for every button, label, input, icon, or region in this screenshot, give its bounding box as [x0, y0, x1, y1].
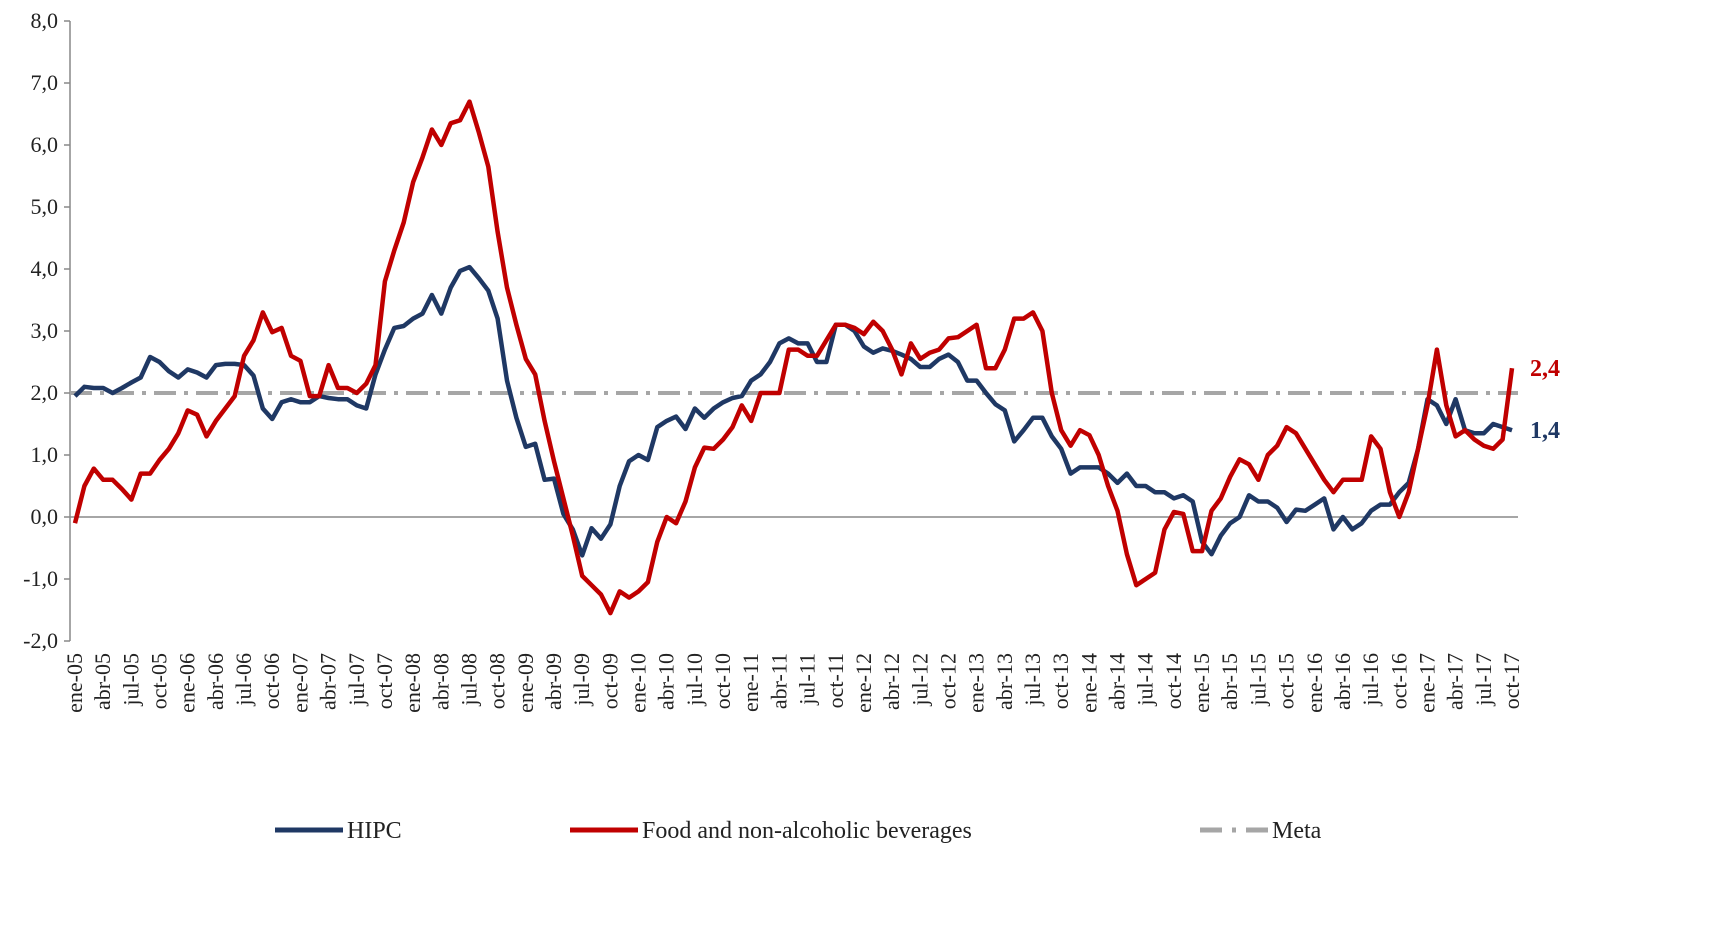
- x-tick-label: jul-15: [1245, 653, 1270, 707]
- x-tick-label: ene-05: [62, 653, 87, 713]
- x-tick-label: oct-13: [1048, 653, 1073, 709]
- y-tick-label: 8,0: [31, 8, 59, 33]
- x-tick-label: jul-16: [1358, 653, 1383, 707]
- x-tick-label: jul-10: [682, 653, 707, 707]
- x-tick-label: ene-15: [1189, 653, 1214, 713]
- x-tick-label: ene-12: [851, 653, 876, 713]
- x-tick-label: jul-06: [231, 653, 256, 707]
- x-tick-label: ene-17: [1414, 653, 1439, 713]
- x-tick-label: ene-10: [626, 653, 651, 713]
- x-tick-label: jul-08: [456, 653, 481, 707]
- x-tick-label: oct-06: [259, 653, 284, 709]
- x-tick-label: abr-16: [1330, 653, 1355, 710]
- x-tick-label: ene-07: [287, 653, 312, 713]
- legend-label: Meta: [1272, 818, 1322, 844]
- x-tick-label: abr-11: [766, 653, 791, 709]
- x-tick-label: oct-05: [147, 653, 172, 709]
- x-tick-label: oct-15: [1274, 653, 1299, 709]
- x-tick-label: abr-10: [654, 653, 679, 710]
- x-tick-label: jul-09: [569, 653, 594, 707]
- x-tick-label: abr-15: [1217, 653, 1242, 710]
- y-tick-label: 1,0: [31, 442, 59, 467]
- legend-label: HIPC: [347, 818, 402, 844]
- y-tick-label: -2,0: [23, 628, 58, 653]
- y-tick-label: 5,0: [31, 194, 59, 219]
- x-tick-label: jul-11: [795, 653, 820, 706]
- y-tick-label: 7,0: [31, 70, 59, 95]
- y-tick-label: 2,0: [31, 380, 59, 405]
- x-tick-label: jul-07: [344, 653, 369, 707]
- x-tick-label: jul-14: [1133, 653, 1158, 707]
- y-tick-label: -1,0: [23, 566, 58, 591]
- x-tick-label: abr-17: [1443, 653, 1468, 710]
- y-tick-label: 0,0: [31, 504, 59, 529]
- x-tick-label: abr-12: [879, 653, 904, 710]
- x-tick-label: abr-05: [90, 653, 115, 710]
- series-line: [73, 264, 1513, 558]
- x-tick-label: ene-06: [175, 653, 200, 713]
- x-tick-label: oct-09: [597, 653, 622, 709]
- end-label: 2,4: [1530, 356, 1560, 382]
- x-tick-label: ene-13: [964, 653, 989, 713]
- x-tick-label: oct-11: [823, 653, 848, 708]
- series-line: [72, 99, 1515, 616]
- x-tick-label: jul-17: [1471, 653, 1496, 707]
- x-tick-label: jul-13: [1020, 653, 1045, 707]
- x-tick-label: ene-11: [738, 653, 763, 712]
- x-tick-label: abr-13: [992, 653, 1017, 710]
- x-tick-label: oct-08: [485, 653, 510, 709]
- x-tick-label: abr-08: [428, 653, 453, 710]
- x-tick-label: ene-14: [1076, 653, 1101, 713]
- x-tick-label: oct-17: [1499, 653, 1524, 709]
- x-tick-label: jul-12: [907, 653, 932, 707]
- x-tick-label: abr-06: [203, 653, 228, 710]
- x-tick-label: jul-05: [118, 653, 143, 707]
- x-tick-label: oct-14: [1161, 653, 1186, 709]
- legend-label: Food and non-alcoholic beverages: [642, 818, 972, 844]
- x-tick-label: oct-16: [1386, 653, 1411, 709]
- x-tick-label: oct-10: [710, 653, 735, 709]
- x-tick-label: oct-07: [372, 653, 397, 709]
- x-tick-label: abr-14: [1105, 653, 1130, 710]
- end-label: 1,4: [1530, 418, 1560, 444]
- x-tick-label: ene-16: [1302, 653, 1327, 713]
- x-tick-label: abr-09: [541, 653, 566, 710]
- y-tick-label: 4,0: [31, 256, 59, 281]
- x-tick-label: abr-07: [316, 653, 341, 710]
- y-tick-label: 6,0: [31, 132, 59, 157]
- x-tick-label: ene-08: [400, 653, 425, 713]
- y-tick-label: 3,0: [31, 318, 59, 343]
- x-tick-label: ene-09: [513, 653, 538, 713]
- x-tick-label: oct-12: [935, 653, 960, 709]
